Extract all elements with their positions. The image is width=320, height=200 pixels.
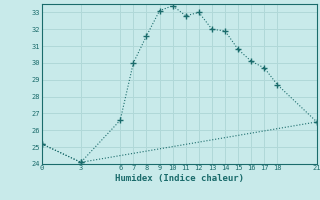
X-axis label: Humidex (Indice chaleur): Humidex (Indice chaleur) xyxy=(115,174,244,183)
